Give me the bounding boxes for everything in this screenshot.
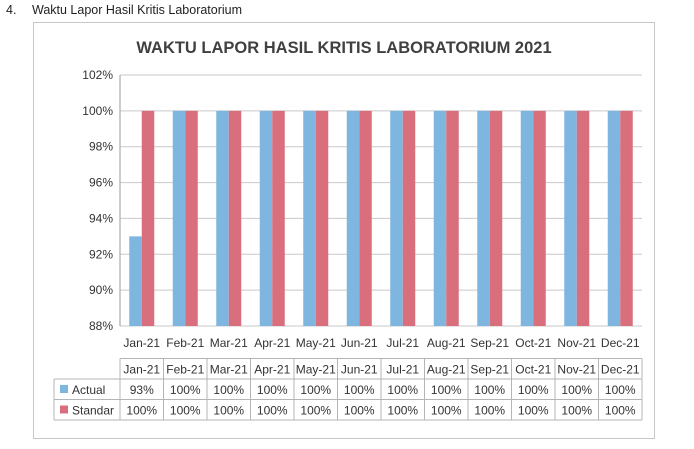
x-tick-label: Dec-21 <box>601 336 640 350</box>
data-label-actual: 100% <box>605 383 636 397</box>
data-label-actual: 100% <box>561 383 592 397</box>
table-header-cell: Jan-21 <box>123 363 160 377</box>
gridlines <box>119 74 642 327</box>
bar-standar <box>402 110 416 326</box>
table-header-cell: Feb-21 <box>166 363 204 377</box>
y-tick-label: 98% <box>89 140 113 154</box>
bar-actual <box>216 110 229 326</box>
bar-actual <box>390 110 403 326</box>
bar-standar <box>359 110 372 326</box>
table-header-cell: Dec-21 <box>601 363 640 377</box>
bar-standar <box>185 110 198 326</box>
x-tick-label: Apr-21 <box>254 336 290 350</box>
data-label-actual: 100% <box>257 383 288 397</box>
x-tick-label: Jan-21 <box>123 336 160 350</box>
data-label-actual: 100% <box>518 383 549 397</box>
bar-actual <box>129 236 142 326</box>
y-tick-label: 90% <box>89 283 113 297</box>
table-header-cell: Sep-21 <box>470 363 509 377</box>
bar-standar <box>533 110 546 326</box>
bar-actual <box>520 110 534 326</box>
bar-standar <box>315 110 329 326</box>
data-label-standar: 100% <box>561 404 592 418</box>
data-label-standar: 100% <box>300 404 331 418</box>
x-tick-label: Jun-21 <box>341 336 378 350</box>
y-tick-label: 88% <box>89 319 113 333</box>
x-tick-label: Nov-21 <box>557 336 596 350</box>
chart: WAKTU LAPOR HASIL KRITIS LABORATORIUM 20… <box>53 39 643 421</box>
legend-swatch-standar <box>60 405 68 414</box>
bar-standar <box>446 110 459 326</box>
data-label-standar: 100% <box>605 404 636 418</box>
bar-actual <box>303 110 316 326</box>
section-heading: 4. Waktu Lapor Hasil Kritis Laboratorium <box>6 3 242 17</box>
data-label-actual: 100% <box>213 383 244 397</box>
data-label-standar: 100% <box>387 404 418 418</box>
bar-standar <box>141 110 155 326</box>
section-number: 4. <box>6 3 17 17</box>
bar-standar <box>489 110 503 326</box>
data-label-actual: 100% <box>431 383 462 397</box>
data-table: Jan-21 Feb-21 Mar-21 Apr-21 May-21 Jun-21 Jul-… <box>53 336 643 421</box>
table-header-cell: Apr-21 <box>254 363 290 377</box>
data-label-actual: 93% <box>130 383 154 397</box>
table-header-cell: Aug-21 <box>427 363 466 377</box>
bar-standar <box>576 110 590 326</box>
y-axis-labels: 88% 90% 92% 94% 96% 98% 100% 102% <box>82 68 113 333</box>
x-tick-label: Sep-21 <box>470 336 509 350</box>
y-tick-label: 94% <box>89 211 113 225</box>
bar-actual <box>607 110 621 326</box>
data-label-standar: 100% <box>431 404 462 418</box>
table-header-cell: May-21 <box>296 363 336 377</box>
data-label-standar: 100% <box>518 404 549 418</box>
chart-title: WAKTU LAPOR HASIL KRITIS LABORATORIUM 20… <box>136 39 551 57</box>
data-label-standar: 100% <box>257 404 288 418</box>
bars <box>129 110 633 326</box>
y-tick-label: 102% <box>82 68 113 82</box>
data-label-standar: 100% <box>126 404 157 418</box>
chart-frame: WAKTU LAPOR HASIL KRITIS LABORATORIUM 20… <box>33 22 655 439</box>
data-label-actual: 100% <box>344 383 375 397</box>
data-label-actual: 100% <box>387 383 418 397</box>
bar-standar <box>272 110 285 326</box>
data-label-standar: 100% <box>213 404 244 418</box>
y-tick-label: 96% <box>89 176 113 190</box>
data-label-standar: 100% <box>170 404 201 418</box>
data-label-actual: 100% <box>300 383 331 397</box>
x-tick-label: Jul-21 <box>386 336 419 350</box>
y-tick-label: 100% <box>82 104 113 118</box>
x-tick-label: Feb-21 <box>166 336 204 350</box>
data-label-actual: 100% <box>474 383 505 397</box>
bar-actual <box>433 110 447 326</box>
bar-actual <box>564 110 577 326</box>
x-tick-label: Aug-21 <box>427 336 466 350</box>
y-tick-label: 92% <box>89 247 113 261</box>
bar-actual <box>259 110 273 326</box>
table-header-cell: Jun-21 <box>341 363 378 377</box>
table-header-cell: Oct-21 <box>515 363 551 377</box>
x-tick-label: May-21 <box>296 336 336 350</box>
x-tick-label: Mar-21 <box>210 336 248 350</box>
bar-actual <box>172 110 186 326</box>
table-header-cell: Jul-21 <box>386 363 419 377</box>
data-label-standar: 100% <box>344 404 375 418</box>
bar-standar <box>620 110 633 326</box>
bar-actual <box>477 110 490 326</box>
data-label-actual: 100% <box>170 383 201 397</box>
table-header-cell: Nov-21 <box>557 363 596 377</box>
section-title: Waktu Lapor Hasil Kritis Laboratorium <box>32 3 243 17</box>
bar-standar <box>228 110 242 326</box>
x-tick-label: Oct-21 <box>515 336 551 350</box>
legend-swatch-actual <box>60 385 68 393</box>
table-header-cell: Mar-21 <box>210 363 248 377</box>
legend-label-actual: Actual <box>72 383 105 397</box>
data-label-standar: 100% <box>474 404 505 418</box>
legend-label-standar: Standar <box>72 404 114 418</box>
bar-actual <box>346 110 360 326</box>
